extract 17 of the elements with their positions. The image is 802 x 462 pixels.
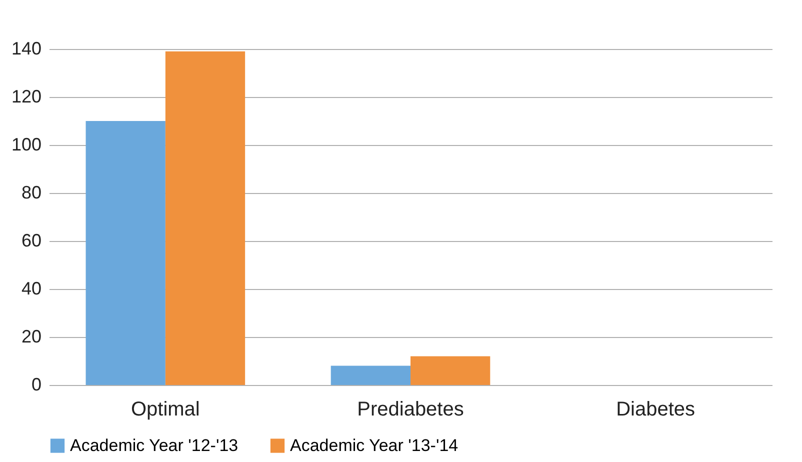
y-tick-label: 60	[21, 230, 42, 250]
y-tick-label: 80	[21, 182, 42, 202]
x-tick-label: Prediabetes	[357, 398, 464, 420]
y-tick-label: 140	[11, 38, 42, 58]
x-tick-label: Optimal	[130, 398, 200, 420]
bar	[165, 51, 246, 385]
legend-label: Academic Year '12-'13	[70, 436, 238, 455]
y-tick-label: 120	[11, 86, 42, 106]
y-tick-label: 20	[21, 326, 42, 346]
bar	[410, 356, 490, 385]
bar	[86, 121, 166, 385]
y-tick-label: 100	[11, 134, 42, 154]
legend-label: Academic Year '13-'14	[290, 436, 458, 455]
y-tick-label: 0	[31, 374, 42, 394]
x-tick-label: Diabetes	[616, 398, 696, 420]
bar	[330, 366, 410, 385]
y-tick-label: 40	[21, 278, 42, 298]
